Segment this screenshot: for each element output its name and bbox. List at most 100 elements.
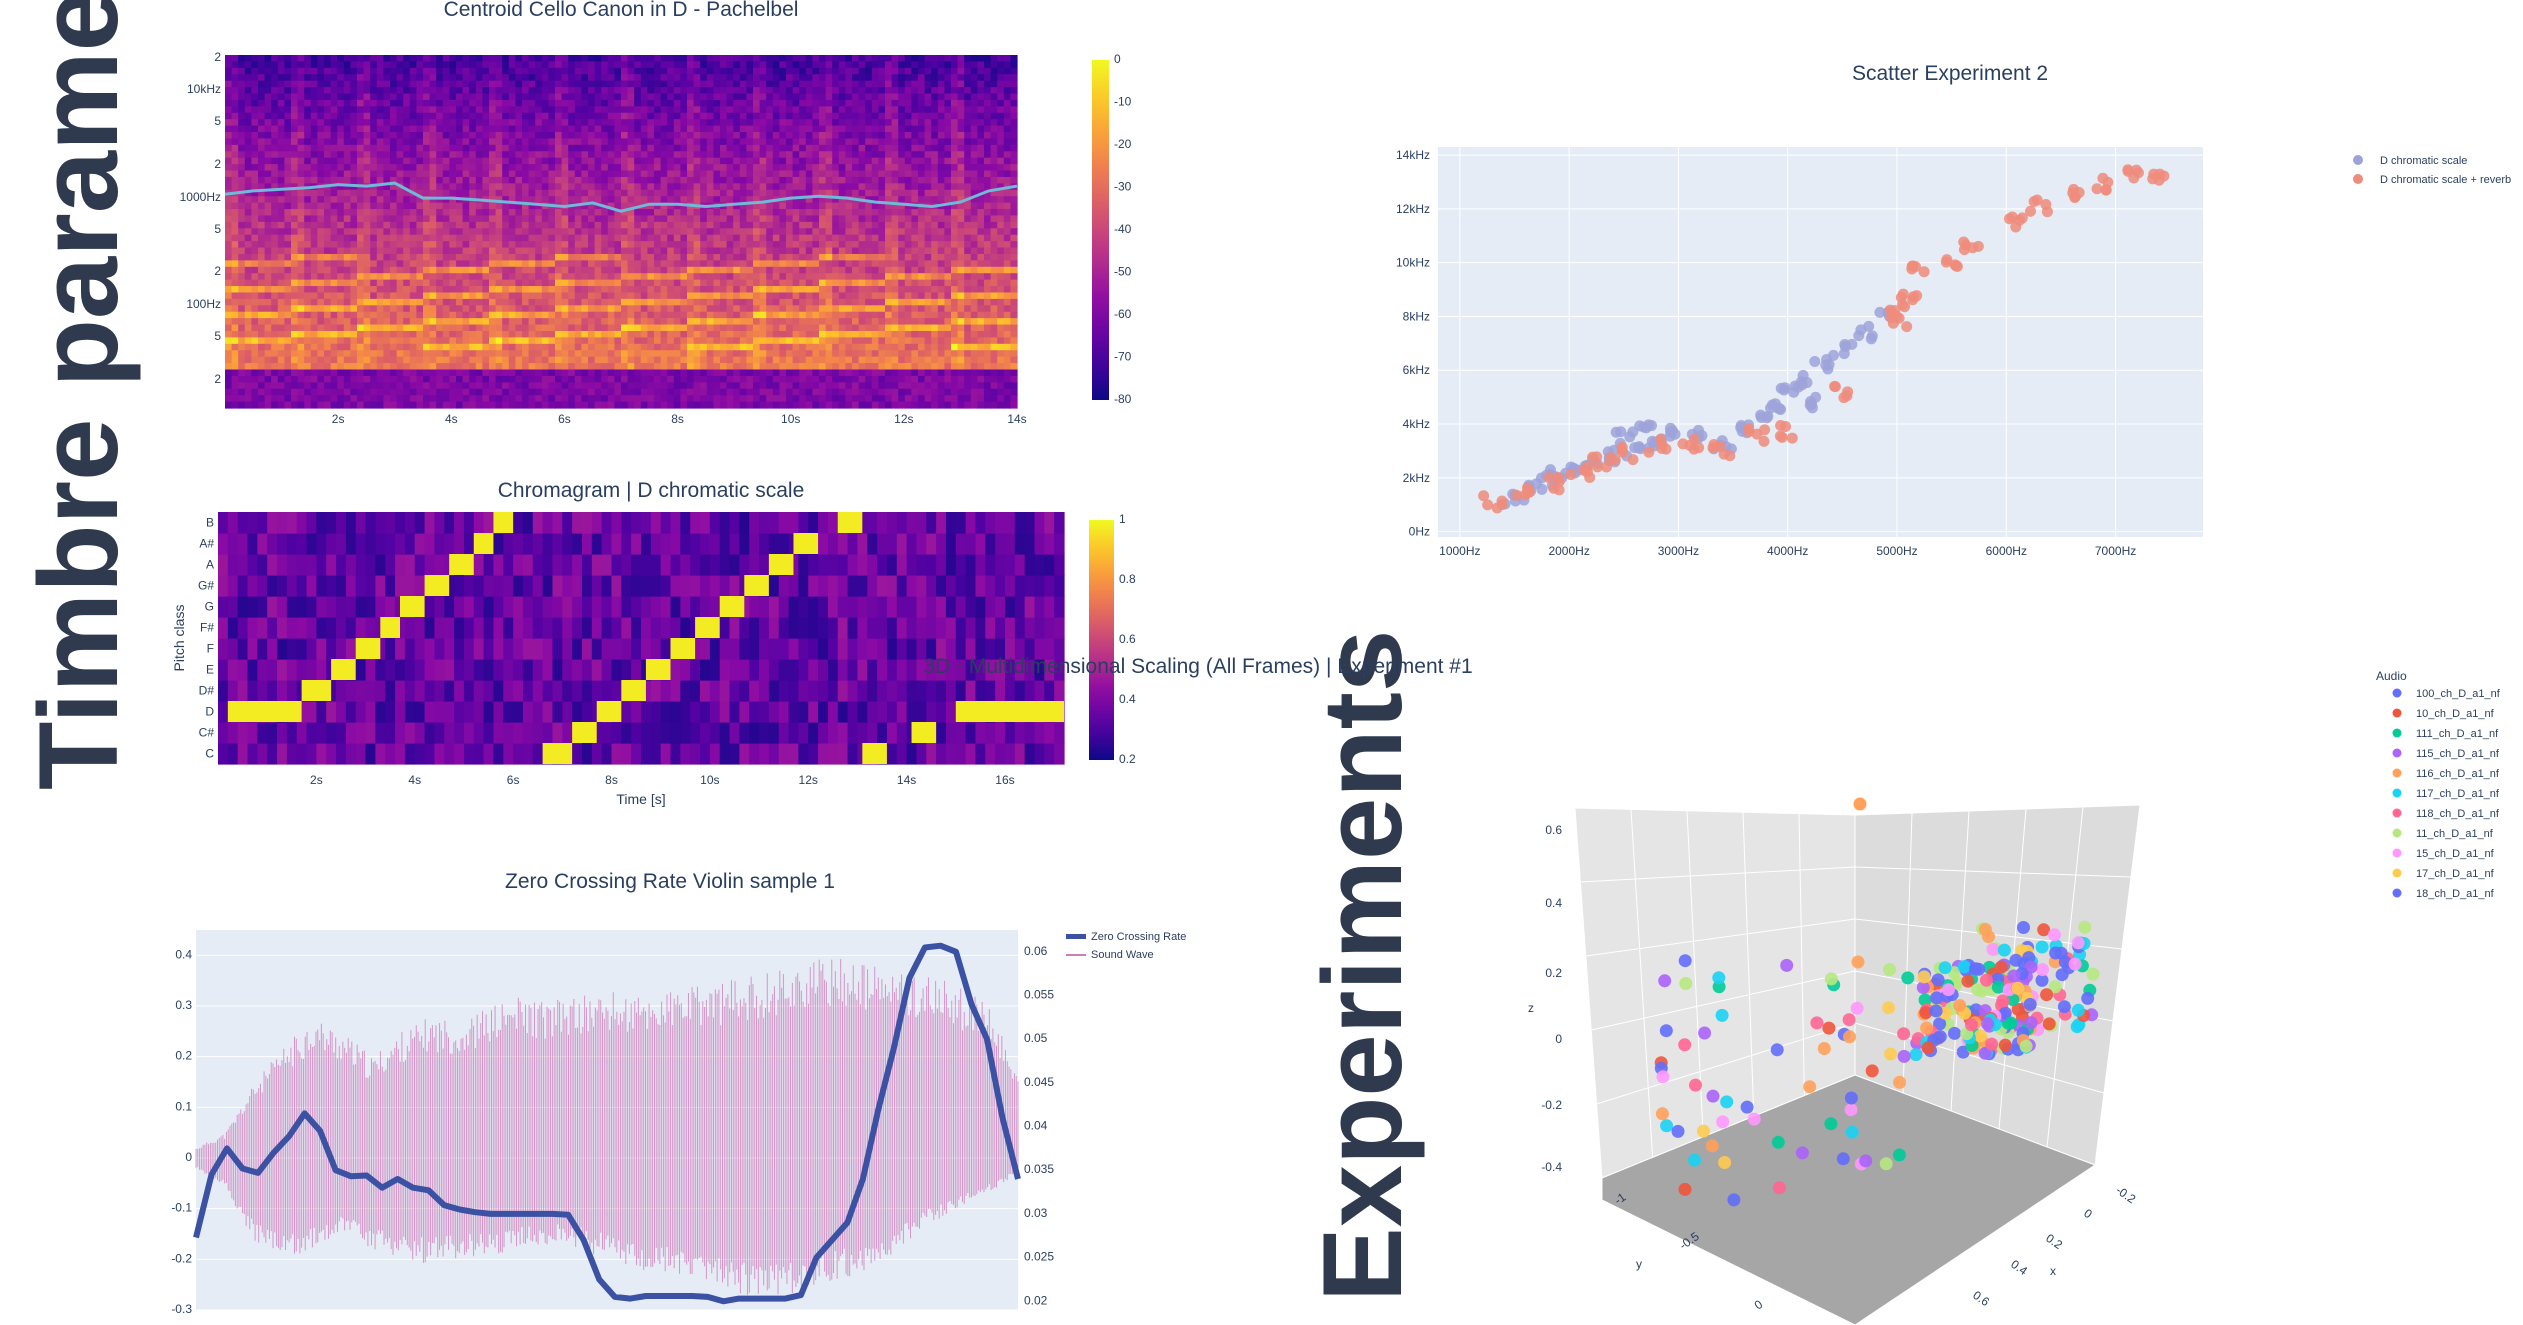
spectrogram-cell bbox=[363, 305, 371, 313]
spectrogram-cell bbox=[700, 87, 708, 95]
spectrogram-cell bbox=[792, 228, 800, 236]
spectrogram-cell bbox=[832, 228, 840, 236]
spectrogram-cell bbox=[799, 266, 807, 274]
spectrogram-cell bbox=[416, 157, 424, 165]
spectrogram-cell bbox=[396, 74, 404, 82]
spectrogram-cell bbox=[990, 99, 998, 107]
spectrogram-cell bbox=[244, 164, 252, 172]
spectrogram-cell bbox=[528, 170, 536, 178]
spectrogram-cell bbox=[291, 67, 299, 75]
spectrogram-cell bbox=[944, 215, 952, 223]
spectrogram-cell bbox=[541, 80, 549, 88]
spectrogram-cell bbox=[416, 106, 424, 114]
spectrogram-cell bbox=[845, 311, 853, 319]
spectrogram-cell bbox=[753, 170, 761, 178]
spectrogram-cell bbox=[515, 234, 523, 242]
spectrogram-cell bbox=[264, 292, 272, 300]
spectrogram-cell bbox=[772, 132, 780, 140]
spectrogram-cell bbox=[640, 138, 648, 146]
spectrogram-cell bbox=[772, 176, 780, 184]
spectrogram-cell bbox=[555, 209, 563, 217]
spectrogram-cell bbox=[403, 132, 411, 140]
spectrogram-cell bbox=[535, 132, 543, 140]
spectrogram-cell bbox=[376, 318, 384, 326]
spectrogram-cell bbox=[970, 99, 978, 107]
spectrogram-cell bbox=[304, 144, 312, 152]
spectrogram-cell bbox=[588, 87, 596, 95]
spectrogram-cell bbox=[792, 74, 800, 82]
spectrogram-cell bbox=[746, 286, 754, 294]
spectrogram-cell bbox=[297, 164, 305, 172]
spectrogram-cell bbox=[713, 209, 721, 217]
spectrogram-cell bbox=[865, 247, 873, 255]
spectrogram-cell bbox=[805, 292, 813, 300]
spectrogram-cell bbox=[819, 67, 827, 75]
spectrogram-cell bbox=[383, 298, 391, 306]
spectrogram-cell bbox=[601, 55, 609, 63]
spectrogram-cell bbox=[614, 125, 622, 133]
spectrogram-cell bbox=[990, 119, 998, 127]
spectrogram-cell bbox=[469, 292, 477, 300]
spectrogram-cell bbox=[409, 125, 417, 133]
spectrogram-cell bbox=[654, 253, 662, 261]
spectrogram-cell bbox=[330, 55, 338, 63]
spectrogram-cell bbox=[957, 93, 965, 101]
spectrogram-cell bbox=[634, 305, 642, 313]
spectrogram-cell bbox=[779, 183, 787, 191]
spectrogram-cell bbox=[720, 196, 728, 204]
spectrogram-cell bbox=[238, 176, 246, 184]
spectrogram-cell bbox=[772, 247, 780, 255]
spectrogram-cell bbox=[819, 99, 827, 107]
spectrogram-cell bbox=[363, 67, 371, 75]
spectrogram-cell bbox=[555, 260, 563, 268]
spectrogram-cell bbox=[601, 125, 609, 133]
spectrogram-cell bbox=[297, 67, 305, 75]
spectrogram-cell bbox=[535, 286, 543, 294]
spectrogram-cell bbox=[502, 266, 510, 274]
spectrogram-cell bbox=[601, 183, 609, 191]
spectrogram-cell bbox=[475, 266, 483, 274]
spectrogram-cell bbox=[673, 99, 681, 107]
spectrogram-cell bbox=[456, 80, 464, 88]
spectrogram-cell bbox=[442, 241, 450, 249]
spectrogram-cell bbox=[390, 311, 398, 319]
spectrogram-cell bbox=[819, 119, 827, 127]
spectrogram-cell bbox=[423, 55, 431, 63]
spectrogram-cell bbox=[462, 209, 470, 217]
spectrogram-cell bbox=[937, 164, 945, 172]
spectrogram-cell bbox=[687, 266, 695, 274]
spectrogram-cell bbox=[924, 61, 932, 69]
spectrogram-cell bbox=[317, 99, 325, 107]
spectrogram-cell bbox=[304, 247, 312, 255]
spectrogram-cell bbox=[601, 61, 609, 69]
spectrogram-cell bbox=[621, 241, 629, 249]
spectrogram-cell bbox=[786, 260, 794, 268]
spectrogram-cell bbox=[456, 221, 464, 229]
spectrogram-cell bbox=[330, 176, 338, 184]
spectrogram-cell bbox=[766, 176, 774, 184]
spectrogram-cell bbox=[403, 119, 411, 127]
spectrogram-cell bbox=[423, 99, 431, 107]
spectrogram-cell bbox=[330, 234, 338, 242]
spectrogram-cell bbox=[251, 196, 259, 204]
spectrogram-cell bbox=[436, 80, 444, 88]
spectrogram-cell bbox=[918, 119, 926, 127]
spectrogram-cell bbox=[647, 292, 655, 300]
spectrogram-cell bbox=[310, 144, 318, 152]
spectrogram-cell bbox=[317, 151, 325, 159]
spectrogram-cell bbox=[449, 228, 457, 236]
spectrogram-cell bbox=[396, 292, 404, 300]
spectrogram-cell bbox=[951, 157, 959, 165]
spectrogram-cell bbox=[330, 318, 338, 326]
spectrogram-cell bbox=[469, 176, 477, 184]
spectrogram-cell bbox=[990, 273, 998, 281]
spectrogram-cell bbox=[396, 55, 404, 63]
spectrogram-cell bbox=[984, 176, 992, 184]
spectrogram-cell bbox=[607, 209, 615, 217]
spectrogram-cell bbox=[244, 279, 252, 287]
spectrogram-cell bbox=[951, 221, 959, 229]
spectrogram-cell bbox=[621, 55, 629, 63]
spectrogram-cell bbox=[746, 61, 754, 69]
spectrogram-cell bbox=[403, 234, 411, 242]
spectrogram-cell bbox=[845, 61, 853, 69]
